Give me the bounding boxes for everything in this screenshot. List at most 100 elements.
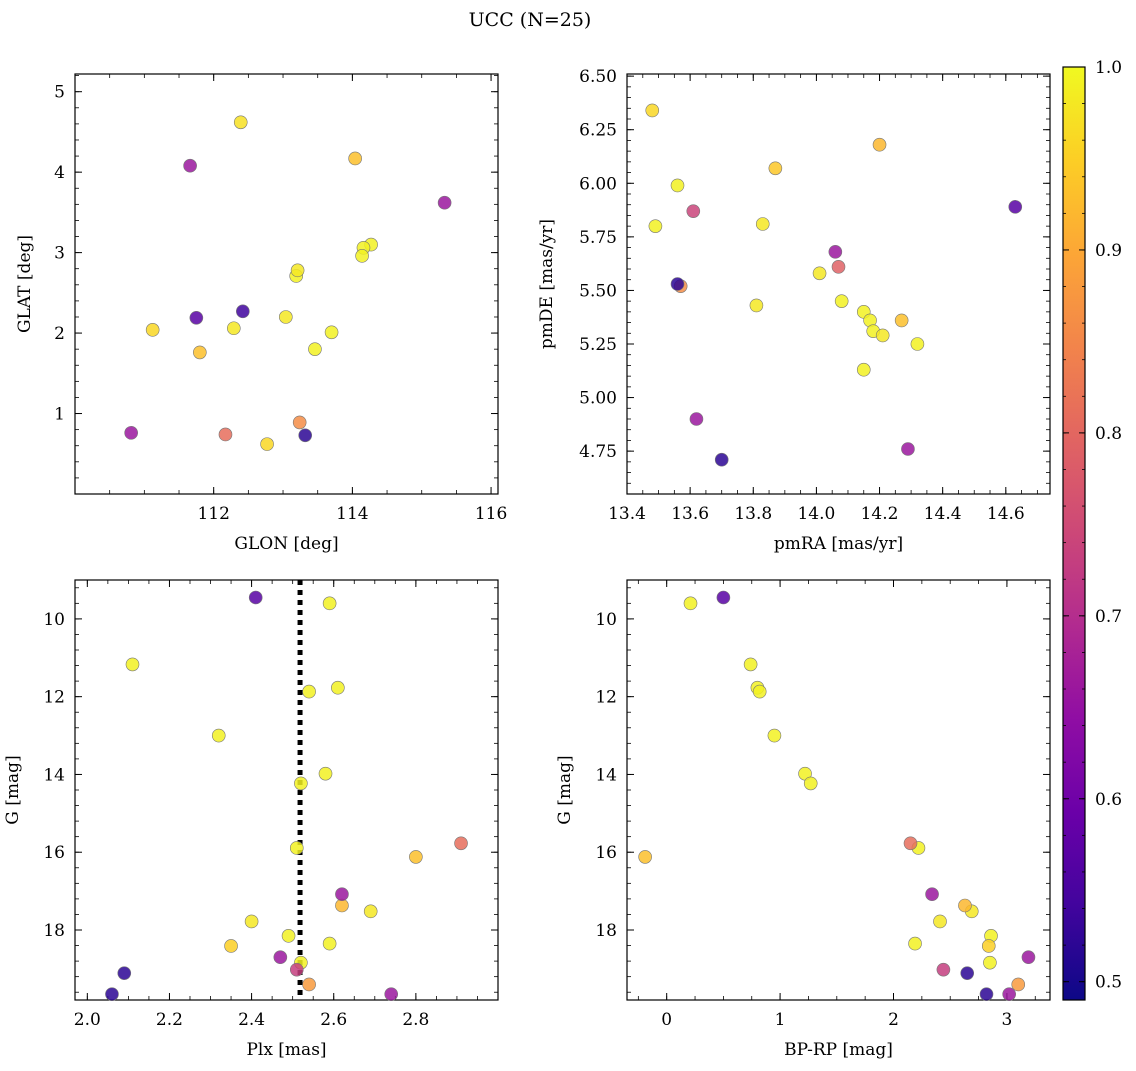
data-point xyxy=(236,304,250,319)
colorbar: 0.5 0.6 0.7 0.8 0.9 1.0 xyxy=(1062,58,1122,1001)
data-point xyxy=(903,836,918,851)
x-tick-label: 14.0 xyxy=(797,504,835,524)
y-tick-label: 16 xyxy=(595,843,617,863)
data-point xyxy=(409,850,423,864)
data-point xyxy=(290,263,305,278)
data-point xyxy=(348,151,362,166)
data-point xyxy=(960,966,975,980)
x-tick-label: 112 xyxy=(197,504,229,524)
data-point xyxy=(1008,200,1023,214)
panel-pmra-pmde: 13.4 13.6 13.8 14.0 14.2 14.4 14.6 4.75 5.00 5.25… xyxy=(537,67,1051,554)
x-tick-label: 1 xyxy=(775,1010,786,1030)
y-tick-label: 4 xyxy=(54,163,65,183)
data-point xyxy=(226,321,241,336)
data-point xyxy=(281,929,296,943)
data-point xyxy=(894,313,909,328)
data-point xyxy=(289,841,304,855)
x-tick-label: 2.2 xyxy=(156,1010,183,1030)
y-tick-label: 18 xyxy=(595,921,617,941)
data-point xyxy=(749,298,764,313)
axes-frame xyxy=(626,73,1051,495)
data-point xyxy=(768,161,783,176)
data-point xyxy=(908,936,922,951)
data-point xyxy=(289,962,304,977)
data-point xyxy=(856,362,871,377)
x-tick-label: 14.4 xyxy=(924,504,962,524)
data-point xyxy=(125,657,140,672)
data-point xyxy=(910,337,925,351)
data-point xyxy=(302,684,316,699)
y-axis-label: G [mag] xyxy=(3,755,23,824)
data-point xyxy=(260,437,274,451)
data-point xyxy=(324,325,339,340)
x-axis-label: GLON [deg] xyxy=(234,534,338,554)
axes-frame xyxy=(74,73,499,495)
data-point xyxy=(1002,987,1016,1001)
data-point xyxy=(1021,950,1036,965)
y-tick-label: 14 xyxy=(43,765,65,785)
x-tick-label: 114 xyxy=(336,504,368,524)
data-point xyxy=(193,345,207,360)
colorbar-tick-label: 0.6 xyxy=(1095,790,1122,810)
y-tick-label: 5.75 xyxy=(579,228,617,248)
data-point xyxy=(298,428,313,443)
y-tick-label: 14 xyxy=(595,765,617,785)
figure-title: UCC (N=25) xyxy=(469,9,592,31)
x-axis-label: pmRA [mas/yr] xyxy=(774,534,903,554)
data-point xyxy=(335,887,349,902)
y-tick-label: 1 xyxy=(54,405,65,425)
data-point xyxy=(958,898,972,913)
data-point xyxy=(981,939,996,953)
y-tick-label: 6.00 xyxy=(579,174,617,194)
data-point xyxy=(689,412,704,426)
data-point xyxy=(936,962,951,977)
x-tick-label: 13.8 xyxy=(734,504,772,524)
x-tick-label: 0 xyxy=(661,1010,672,1030)
data-point xyxy=(363,904,378,919)
data-point xyxy=(224,939,238,953)
data-point xyxy=(670,277,685,291)
data-point xyxy=(117,966,132,980)
data-point xyxy=(648,219,663,233)
x-axis-label: BP-RP [mag] xyxy=(784,1040,893,1060)
y-tick-label: 16 xyxy=(43,843,65,863)
y-tick-label: 5.50 xyxy=(579,281,617,301)
x-tick-label: 2.0 xyxy=(74,1010,101,1030)
data-point xyxy=(767,728,782,743)
y-tick-label: 5 xyxy=(54,83,65,103)
data-point xyxy=(105,987,119,1001)
data-point xyxy=(901,442,915,456)
x-axis-label: Plx [mas] xyxy=(246,1040,326,1060)
data-point xyxy=(218,427,233,442)
data-point xyxy=(454,836,468,851)
y-tick-label: 18 xyxy=(43,921,65,941)
colorbar-tick-label: 0.9 xyxy=(1095,241,1122,261)
data-point xyxy=(803,776,818,791)
colorbar-tick-label: 1.0 xyxy=(1095,58,1122,78)
data-point xyxy=(645,103,660,118)
data-point xyxy=(875,328,890,343)
y-axis-label: pmDE [mas/yr] xyxy=(537,219,557,349)
data-point xyxy=(183,158,197,173)
panel-glon-glat: 112 114 116 1 2 3 4 5 GLON [deg] GLAT [deg] xyxy=(15,73,507,554)
data-point xyxy=(322,596,337,611)
y-tick-label: 3 xyxy=(54,244,65,264)
data-point xyxy=(248,590,263,605)
data-point xyxy=(124,426,138,440)
y-tick-label: 10 xyxy=(595,610,617,630)
data-point xyxy=(925,887,939,902)
x-tick-label: 116 xyxy=(475,504,507,524)
data-point xyxy=(292,415,307,430)
data-point xyxy=(273,950,288,965)
panel-plx-g: 2.0 2.2 2.4 2.6 2.8 10 12 14 16 18 Plx [mas] G [mag… xyxy=(3,579,499,1060)
data-point xyxy=(145,323,160,337)
x-tick-label: 2.8 xyxy=(402,1010,429,1030)
colorbar-tick-label: 0.5 xyxy=(1095,973,1122,993)
data-point xyxy=(872,137,887,152)
data-point xyxy=(437,195,452,210)
data-point xyxy=(983,955,997,970)
y-tick-label: 6.50 xyxy=(579,67,617,87)
data-point xyxy=(812,266,827,281)
